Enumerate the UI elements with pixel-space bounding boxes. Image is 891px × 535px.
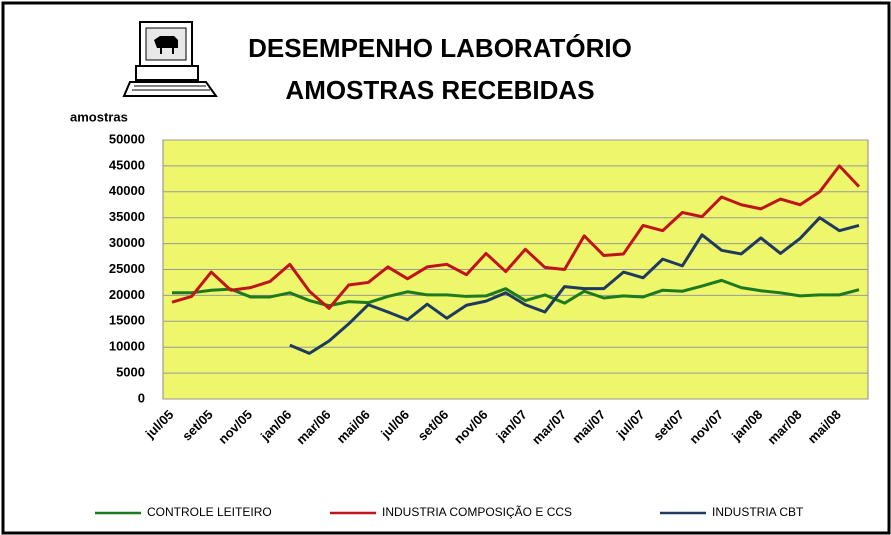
y-axis-label: amostras <box>70 109 128 124</box>
chart-subtitle: AMOSTRAS RECEBIDAS <box>285 75 594 105</box>
y-tick-label: 10000 <box>109 339 145 354</box>
data-line <box>289 216 860 355</box>
legend-label: CONTROLE LEITEIRO <box>147 505 272 519</box>
y-tick-label: 0 <box>138 390 145 405</box>
y-tick-label: 25000 <box>109 261 145 276</box>
y-tick-label: 5000 <box>116 365 145 380</box>
computer-icon <box>122 21 218 97</box>
chart-title: DESEMPENHO LABORATÓRIO <box>248 33 632 63</box>
y-tick-label: 40000 <box>109 183 145 198</box>
legend-label: INDUSTRIA CBT <box>712 505 804 519</box>
data-line <box>171 164 861 310</box>
y-tick-label: 45000 <box>109 157 145 172</box>
y-tick-label: 15000 <box>109 313 145 328</box>
y-tick-label: 30000 <box>109 235 145 250</box>
legend-label: INDUSTRIA COMPOSIÇÃO E CCS <box>382 505 572 519</box>
y-tick-label: 20000 <box>109 287 145 302</box>
y-tick-label: 35000 <box>109 209 145 224</box>
data-line <box>172 278 860 308</box>
y-tick-label: 50000 <box>109 131 145 146</box>
